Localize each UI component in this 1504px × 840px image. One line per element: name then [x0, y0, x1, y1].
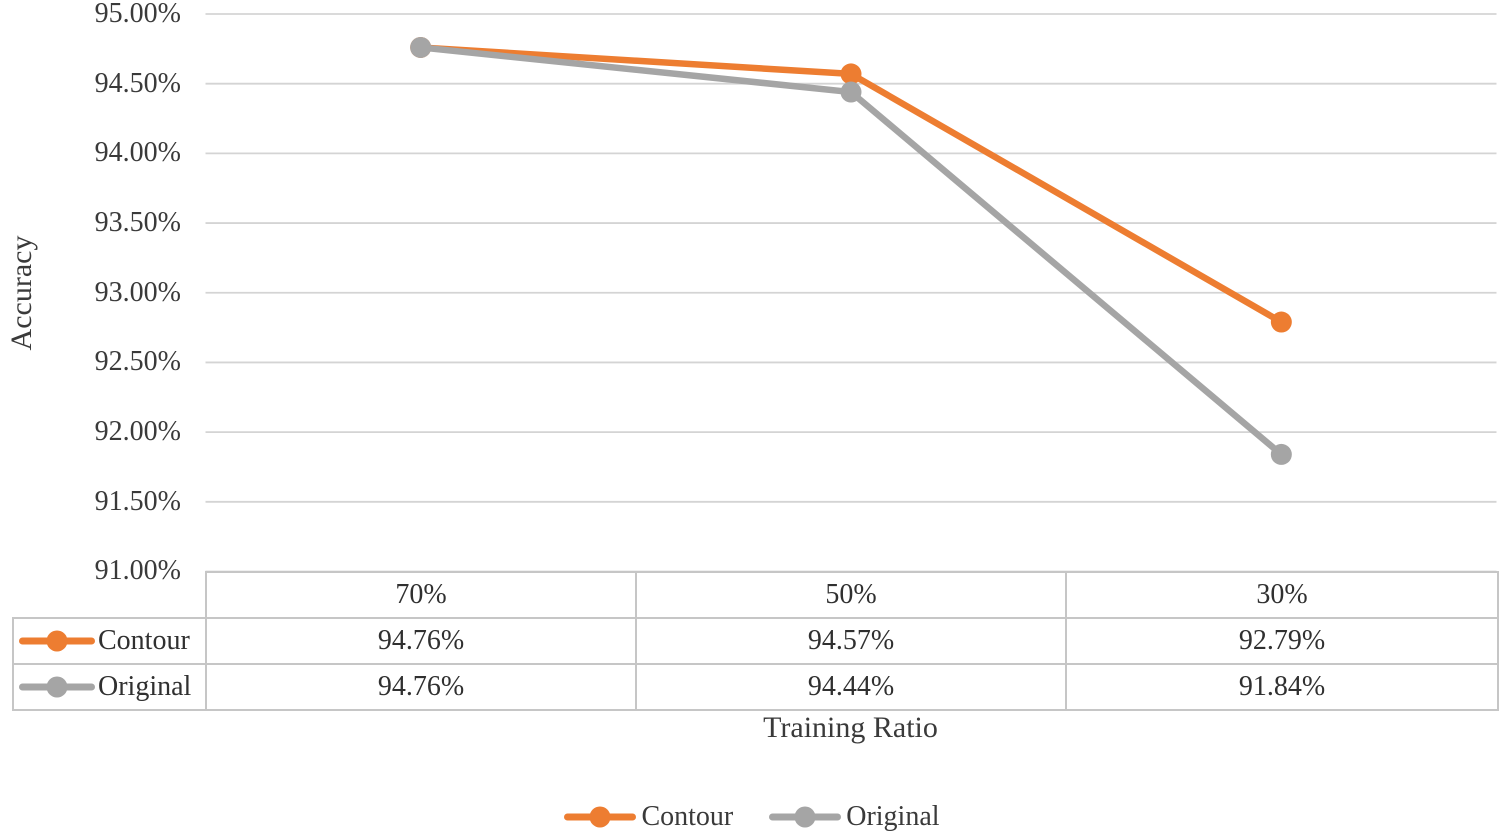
legend-label: Contour — [641, 801, 734, 832]
series-label: Original — [98, 671, 192, 702]
table-value-cell: 94.76% — [205, 617, 637, 665]
y-tick-label: 92.50% — [94, 346, 181, 377]
y-tick-label: 94.50% — [94, 68, 181, 99]
y-tick-label: 95.00% — [94, 0, 181, 29]
table-row-label-cell: Contour — [12, 617, 207, 665]
contour-series-key-icon — [564, 805, 637, 829]
legend-item-contour: Contour — [564, 801, 733, 833]
table-header-cell: 70% — [205, 571, 637, 619]
legend-item-original: Original — [769, 801, 940, 833]
table-row-contour: Contour 94.76% 94.57% 92.79% — [12, 617, 1499, 665]
y-tick-label: 93.50% — [94, 207, 181, 238]
table-row-label-cell: Original — [12, 663, 207, 711]
y-tick-label: 91.50% — [94, 486, 181, 517]
table-header-row: 70% 50% 30% — [13, 571, 1499, 619]
table-value-cell: 94.44% — [635, 663, 1067, 711]
chart-legend: Contour Original — [0, 801, 1504, 833]
table-value-cell: 94.76% — [205, 663, 637, 711]
x-axis-title: Training Ratio — [763, 711, 938, 744]
table-header-cell: 50% — [635, 571, 1067, 619]
data-table: 70% 50% 30% Contour 94.76% 94.57% 92.79% — [12, 571, 1499, 711]
series-label: Contour — [98, 625, 190, 656]
y-tick-label: 94.00% — [94, 137, 181, 168]
original-series-key-icon — [19, 675, 95, 699]
contour-series-key-icon — [19, 629, 95, 653]
table-value-cell: 94.57% — [635, 617, 1067, 665]
table-header-cell: 30% — [1065, 571, 1499, 619]
table-value-cell: 92.79% — [1065, 617, 1499, 665]
y-tick-label: 93.00% — [94, 277, 181, 308]
original-series-key-icon — [769, 805, 842, 829]
table-row-original: Original 94.76% 94.44% 91.84% — [12, 663, 1499, 711]
table-value-cell: 91.84% — [1065, 663, 1499, 711]
y-tick-label: 92.00% — [94, 416, 181, 447]
table-corner-cell — [13, 572, 206, 618]
legend-label: Original — [846, 801, 940, 832]
y-tick-label: 91.00% — [94, 555, 181, 586]
